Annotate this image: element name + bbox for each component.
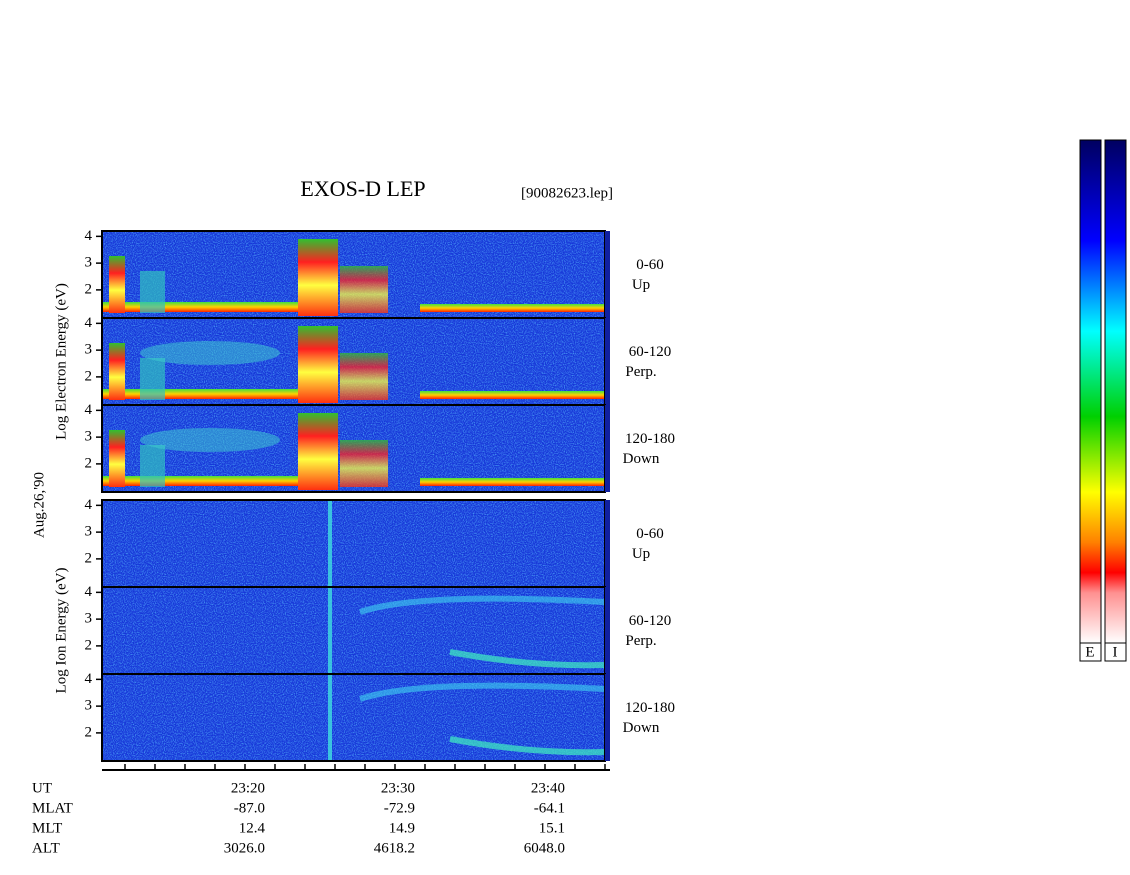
spectrogram-burst (140, 271, 165, 313)
spectrogram-burst (109, 430, 125, 487)
y-tick-label: 3 (85, 698, 93, 714)
table-cell: 23:30 (381, 780, 415, 796)
row-label: MLAT (32, 800, 73, 816)
panel-direction: Perp. (625, 364, 656, 380)
y-tick-label: 3 (85, 524, 93, 540)
spectrogram-band (102, 389, 302, 399)
panel-edge (605, 231, 610, 318)
panel-angle: 0-60 (636, 257, 664, 273)
spectrogram-line (328, 674, 332, 761)
panel-direction: Perp. (625, 633, 656, 649)
panel-edge (605, 587, 610, 674)
y-tick-label: 2 (85, 281, 93, 297)
spectrogram-band (420, 478, 605, 486)
panel-edge (605, 318, 610, 405)
colorbar-label-box (1079, 642, 1102, 662)
y-tick-label: 3 (85, 255, 93, 271)
file-label: [90082623.lep] (521, 185, 613, 201)
panel-direction: Down (623, 720, 660, 736)
table-cell: 15.1 (539, 820, 565, 836)
colorbar (1104, 139, 1127, 644)
spectrogram-line (328, 500, 332, 587)
y-tick-label: 4 (85, 497, 93, 513)
panel-direction: Up (632, 546, 650, 562)
spectrogram-noise (102, 500, 605, 587)
row-label: MLT (32, 820, 62, 836)
spectrogram-burst (109, 256, 125, 313)
spectrogram-streak (449, 649, 606, 669)
y-tick-label: 2 (85, 368, 93, 384)
y-tick-label: 3 (85, 429, 93, 445)
y-tick-label: 3 (85, 342, 93, 358)
table-cell: 23:40 (531, 780, 565, 796)
spectrogram-band (420, 304, 605, 312)
colorbar-label: I (1113, 644, 1118, 660)
panel-angle: 120-180 (625, 700, 675, 716)
panel-angle: 0-60 (636, 526, 664, 542)
table-cell: 4618.2 (374, 840, 415, 856)
row-label: ALT (32, 840, 60, 856)
spectrogram-line (328, 587, 332, 674)
spectrogram-cloud (140, 428, 280, 452)
spectrogram-burst (109, 343, 125, 400)
colorbar-label-box (1104, 642, 1127, 662)
y-axis-label: Log Electron Energy (eV) (53, 283, 69, 440)
spectrogram-streak (449, 736, 606, 756)
spectrogram-burst (298, 413, 338, 490)
spectrogram-band (102, 476, 302, 486)
table-cell: 14.9 (389, 820, 415, 836)
spectrogram-burst (298, 239, 338, 316)
panel-angle: 120-180 (625, 431, 675, 447)
date-label: Aug.26,'90 (31, 472, 47, 538)
panel-angle: 60-120 (629, 344, 672, 360)
table-cell: -72.9 (384, 800, 415, 816)
colorbar (1079, 139, 1102, 644)
panel-direction: Down (623, 451, 660, 467)
table-cell: 3026.0 (224, 840, 265, 856)
spectrogram-band (102, 302, 302, 312)
spectrogram-burst (340, 440, 388, 487)
spectrogram-burst (340, 353, 388, 400)
table-cell: 23:20 (231, 780, 265, 796)
spectrogram-cloud (140, 341, 280, 365)
spectrogram-burst (140, 358, 165, 400)
spectrogram-burst (140, 445, 165, 487)
spectrogram-streak (359, 682, 606, 702)
y-tick-label: 2 (85, 550, 93, 566)
panel-angle: 60-120 (629, 613, 672, 629)
spectrogram-burst (340, 266, 388, 313)
y-tick-label: 4 (85, 402, 93, 418)
table-cell: 6048.0 (524, 840, 565, 856)
colorbars: E I (1079, 139, 1127, 662)
spectrogram-burst (298, 326, 338, 403)
table-cell: 12.4 (239, 820, 266, 836)
panel-edge (605, 500, 610, 587)
y-tick-label: 2 (85, 637, 93, 653)
spectrogram-band (420, 391, 605, 399)
panel-direction: Up (632, 277, 650, 293)
y-axis-label: Log Ion Energy (eV) (53, 568, 69, 694)
y-tick-label: 3 (85, 611, 93, 627)
table-cell: -87.0 (234, 800, 265, 816)
colorbar-label: E (1085, 644, 1094, 660)
y-tick-label: 4 (85, 671, 93, 687)
panel-edge (605, 405, 610, 492)
y-tick-label: 4 (85, 228, 93, 244)
y-tick-label: 4 (85, 584, 93, 600)
table-cell: -64.1 (534, 800, 565, 816)
chart-title: EXOS-D LEP (300, 176, 425, 201)
spectrogram-streak (359, 595, 606, 615)
y-tick-label: 2 (85, 724, 93, 740)
y-tick-label: 4 (85, 315, 93, 331)
y-tick-label: 2 (85, 455, 93, 471)
row-label: UT (32, 780, 52, 796)
panel-edge (605, 674, 610, 761)
